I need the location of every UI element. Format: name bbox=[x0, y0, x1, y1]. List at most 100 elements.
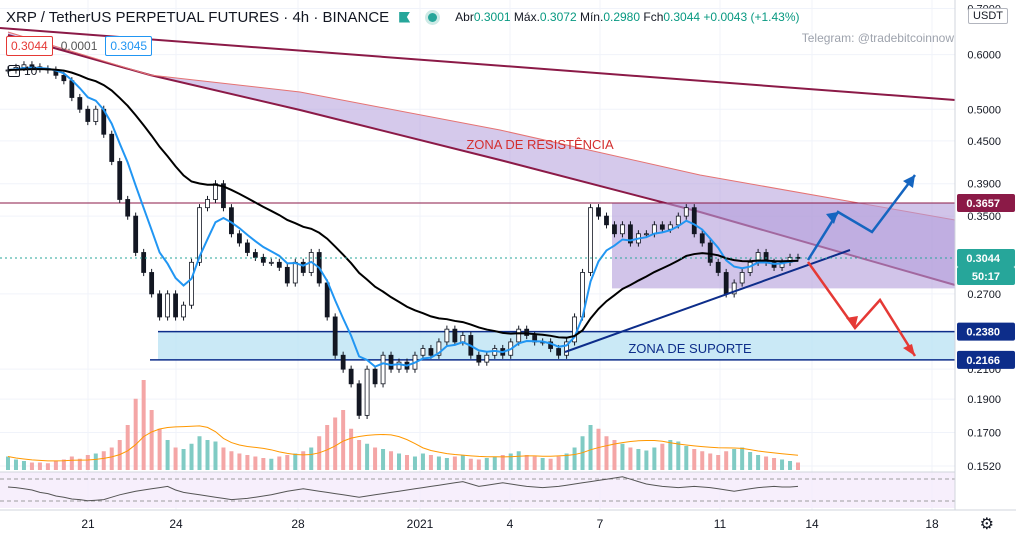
candle-down bbox=[723, 272, 729, 295]
gear-icon[interactable]: ⚙ bbox=[979, 516, 994, 533]
volume-bar bbox=[6, 456, 10, 470]
buy-price-button[interactable]: 0.3045 bbox=[105, 36, 153, 56]
candle bbox=[53, 66, 59, 79]
candle-down bbox=[356, 383, 362, 416]
bullish-path-arrow bbox=[806, 174, 916, 261]
volume-bar bbox=[69, 456, 74, 470]
currency-badge[interactable]: USDT bbox=[968, 8, 1008, 24]
candle-down bbox=[332, 316, 338, 356]
volume-bar bbox=[668, 440, 673, 470]
symbol-title[interactable]: XRP / TetherUS PERPETUAL FUTURES · 4h · … bbox=[6, 8, 390, 26]
candle bbox=[244, 239, 250, 257]
volume-bar bbox=[476, 459, 481, 470]
candle-down bbox=[85, 108, 91, 122]
price-label-text: 0.3657 bbox=[966, 198, 1000, 210]
candle-down bbox=[133, 215, 139, 253]
volume-bar bbox=[293, 453, 298, 470]
price-tick-label: 0.3500 bbox=[967, 211, 1001, 223]
candle bbox=[133, 212, 139, 257]
candle bbox=[237, 230, 242, 247]
candle-down bbox=[691, 207, 697, 235]
volume-bar bbox=[484, 458, 489, 470]
flag-icon[interactable] bbox=[399, 11, 411, 23]
volume-bar bbox=[532, 456, 537, 470]
ascending-trendline bbox=[564, 249, 851, 353]
candle-down bbox=[428, 348, 434, 356]
candle bbox=[564, 338, 569, 359]
price-tick-label: 0.1900 bbox=[967, 394, 1001, 406]
volume-bar bbox=[596, 428, 601, 470]
price-tick-label: 0.1520 bbox=[967, 461, 1001, 473]
candle bbox=[699, 230, 705, 247]
price-tick-label: 0.2700 bbox=[967, 289, 1001, 301]
volume-bar bbox=[237, 453, 242, 470]
candle bbox=[604, 212, 609, 229]
candle-down bbox=[157, 293, 163, 318]
candle-up bbox=[213, 183, 218, 200]
candle-up bbox=[396, 361, 402, 370]
candle-down bbox=[324, 282, 330, 318]
candle-down bbox=[276, 261, 282, 268]
volume-bar bbox=[133, 398, 138, 470]
volume-bar bbox=[141, 380, 146, 470]
candle bbox=[77, 93, 83, 113]
volume-bar bbox=[796, 462, 800, 470]
candle-up bbox=[165, 293, 170, 318]
ohlc-readout: Abr0.3001 Máx.0.3072 Mín.0.2980 Fch0.304… bbox=[455, 10, 800, 24]
resistance-upper-line bbox=[7, 31, 956, 221]
volume-bar bbox=[181, 449, 186, 470]
candle bbox=[85, 105, 91, 126]
candle-down bbox=[524, 328, 530, 336]
volume-bar bbox=[189, 443, 194, 470]
drawings bbox=[0, 174, 955, 357]
candle-up bbox=[380, 354, 386, 385]
candle bbox=[691, 204, 697, 238]
candle bbox=[276, 258, 282, 271]
price-tick-label: 0.3900 bbox=[967, 179, 1001, 191]
candle-up bbox=[93, 108, 99, 122]
time-tick-label: 7 bbox=[597, 517, 604, 531]
volume-bar bbox=[29, 462, 34, 470]
volume-bar bbox=[165, 440, 170, 470]
volume-bar bbox=[21, 461, 26, 470]
time-tick-label: 28 bbox=[291, 517, 305, 531]
candle bbox=[388, 351, 394, 373]
sell-price-button[interactable]: 0.3044 bbox=[6, 36, 53, 56]
volume-bar bbox=[53, 461, 58, 470]
candle-down bbox=[69, 80, 75, 98]
volume-bar bbox=[564, 453, 569, 470]
volume-bar bbox=[404, 455, 409, 470]
time-axis: 21 24 28 2021 4 7 11 14 18 bbox=[0, 509, 1016, 531]
volume-bar bbox=[365, 443, 370, 470]
volume-bar bbox=[468, 458, 473, 470]
volume-bar bbox=[572, 447, 577, 470]
quote-row: 0.3044 0.0001 0.3045 bbox=[6, 36, 153, 56]
price-tick-label: 0.6000 bbox=[967, 50, 1001, 62]
price-label-bg bbox=[957, 322, 1015, 341]
candle bbox=[628, 221, 633, 247]
candle bbox=[707, 239, 713, 266]
candle-down bbox=[141, 252, 147, 273]
candle bbox=[189, 258, 194, 309]
volume-bar bbox=[436, 456, 441, 470]
candle-down bbox=[476, 354, 482, 363]
volume-bar bbox=[444, 458, 449, 470]
candle-up bbox=[731, 282, 737, 295]
candle-down bbox=[237, 233, 242, 244]
volume-bar bbox=[349, 428, 354, 470]
rsi-pane: 50.00 bbox=[0, 471, 996, 508]
volume-bar bbox=[764, 456, 769, 470]
volume-bar bbox=[588, 425, 593, 470]
resistance-zone-label: ZONA DE RESISTÊNCIA bbox=[466, 137, 614, 152]
candle-down bbox=[372, 368, 378, 385]
candle bbox=[125, 195, 131, 220]
candle-up bbox=[683, 207, 689, 217]
rsi-band bbox=[0, 472, 955, 508]
volume-bar bbox=[556, 456, 561, 470]
volume-bar bbox=[756, 455, 761, 470]
volume-bar bbox=[788, 461, 793, 470]
indicator-legend[interactable]: 10 bbox=[8, 64, 37, 78]
price-label-text: 0.3044 bbox=[966, 253, 1001, 265]
indicator-toggle-icon[interactable] bbox=[8, 65, 20, 77]
